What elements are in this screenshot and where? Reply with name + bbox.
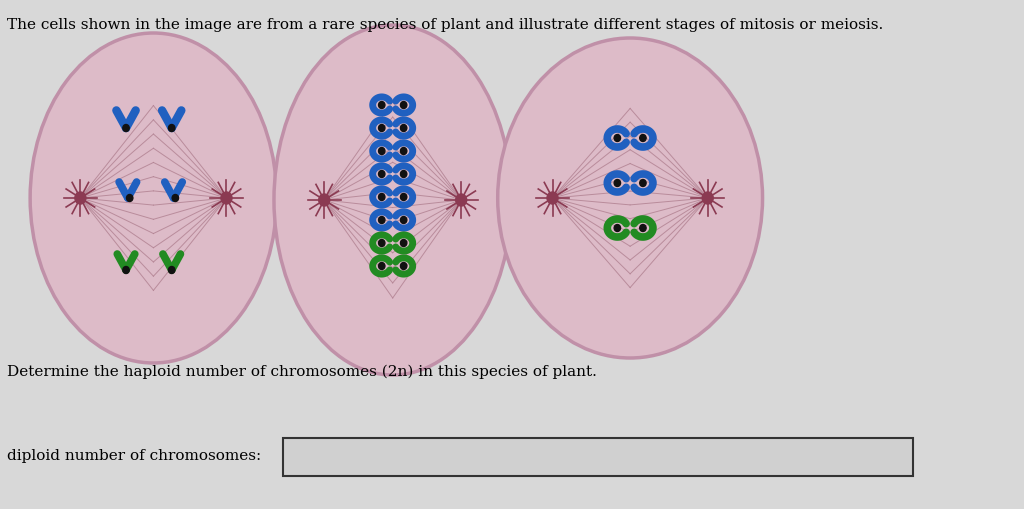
Circle shape bbox=[640, 134, 646, 142]
Circle shape bbox=[172, 194, 178, 202]
Circle shape bbox=[400, 148, 407, 155]
Circle shape bbox=[379, 125, 385, 131]
Circle shape bbox=[614, 180, 621, 186]
Circle shape bbox=[379, 216, 385, 223]
Circle shape bbox=[379, 171, 385, 178]
Circle shape bbox=[123, 267, 129, 273]
Circle shape bbox=[614, 134, 621, 142]
Circle shape bbox=[400, 263, 407, 269]
Circle shape bbox=[379, 263, 385, 269]
Circle shape bbox=[456, 194, 467, 206]
Circle shape bbox=[614, 224, 621, 232]
Circle shape bbox=[169, 267, 175, 273]
Circle shape bbox=[221, 192, 232, 204]
Ellipse shape bbox=[30, 33, 276, 363]
Circle shape bbox=[702, 192, 714, 204]
Circle shape bbox=[75, 192, 86, 204]
Circle shape bbox=[400, 171, 407, 178]
Circle shape bbox=[379, 240, 385, 246]
Circle shape bbox=[127, 194, 133, 202]
Circle shape bbox=[400, 193, 407, 201]
Circle shape bbox=[400, 101, 407, 108]
FancyBboxPatch shape bbox=[0, 0, 935, 509]
Circle shape bbox=[400, 240, 407, 246]
Circle shape bbox=[640, 180, 646, 186]
Circle shape bbox=[379, 148, 385, 155]
Circle shape bbox=[400, 125, 407, 131]
Ellipse shape bbox=[498, 38, 763, 358]
Text: Determine the haploid number of chromosomes (2n) in this species of plant.: Determine the haploid number of chromoso… bbox=[7, 365, 597, 379]
Circle shape bbox=[400, 216, 407, 223]
Text: diploid number of chromosomes:: diploid number of chromosomes: bbox=[7, 449, 261, 463]
FancyBboxPatch shape bbox=[283, 438, 913, 476]
Circle shape bbox=[547, 192, 558, 204]
Circle shape bbox=[640, 224, 646, 232]
Text: The cells shown in the image are from a rare species of plant and illustrate dif: The cells shown in the image are from a … bbox=[7, 18, 884, 32]
Circle shape bbox=[379, 101, 385, 108]
Circle shape bbox=[123, 125, 129, 131]
Ellipse shape bbox=[274, 25, 511, 375]
Circle shape bbox=[318, 194, 330, 206]
Circle shape bbox=[379, 193, 385, 201]
Circle shape bbox=[169, 125, 175, 131]
